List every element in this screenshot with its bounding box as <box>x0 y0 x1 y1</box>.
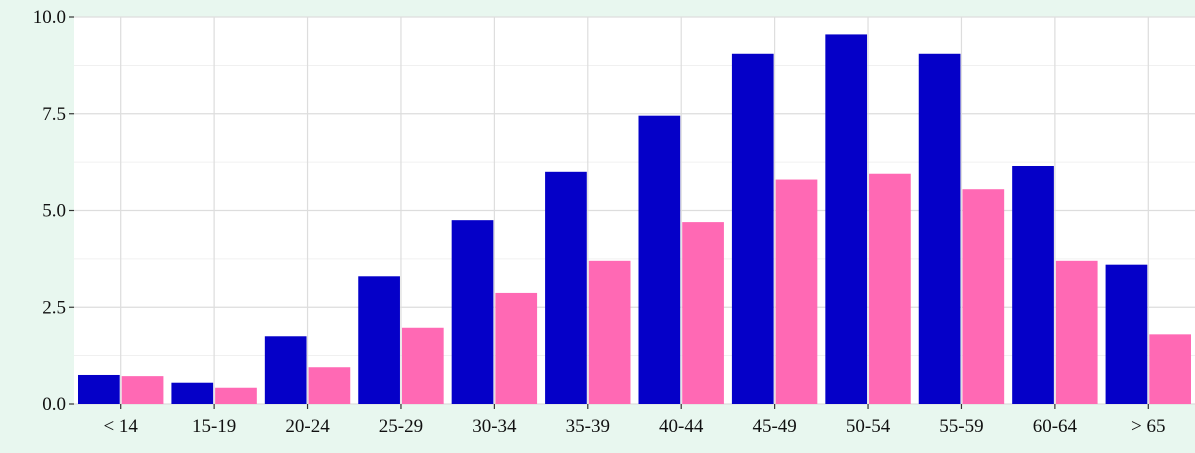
x-tick-label: > 65 <box>1131 416 1165 437</box>
x-tick-label: 60-64 <box>1033 416 1078 437</box>
bar-series-2 <box>775 179 818 404</box>
x-tick-label: 15-19 <box>192 416 236 437</box>
bar-series-1 <box>1012 165 1054 404</box>
bar-series-1 <box>545 171 587 404</box>
bar-series-1 <box>451 220 494 404</box>
bars <box>78 34 1191 404</box>
bar-series-2 <box>682 222 724 404</box>
x-tick-label: 55-59 <box>939 416 983 437</box>
x-axis: < 14 15-19 20-24 25-29 30-34 35-39 40-44 45-49 5… <box>103 404 1166 437</box>
bar-series-2 <box>588 260 631 404</box>
y-tick-label: 10.0 <box>33 7 66 28</box>
bar-series-2 <box>401 327 444 404</box>
bar-series-1 <box>264 336 307 404</box>
bar-series-2 <box>1055 260 1098 404</box>
x-tick-label: 45-49 <box>752 416 796 437</box>
x-tick-label: 30-34 <box>472 416 517 437</box>
x-tick-label: 25-29 <box>379 416 423 437</box>
bar-series-1 <box>358 276 400 404</box>
bar-series-2 <box>1149 334 1191 404</box>
x-tick-label: 20-24 <box>285 416 330 437</box>
y-tick-label: 0.0 <box>42 394 66 415</box>
bar-series-1 <box>78 374 120 404</box>
bar-series-2 <box>121 376 164 404</box>
bar-series-1 <box>825 34 868 404</box>
bar-series-2 <box>869 173 911 404</box>
bar-series-2 <box>962 189 1005 404</box>
bar-series-1 <box>638 115 681 404</box>
x-tick-label: < 14 <box>103 416 138 437</box>
y-axis: 0.0 2.5 5.0 7.5 10.0 <box>33 7 74 415</box>
bar-series-1 <box>1105 264 1148 404</box>
bar-series-1 <box>171 382 214 404</box>
x-tick-label: 35-39 <box>566 416 610 437</box>
bar-series-1 <box>918 53 961 404</box>
x-tick-label: 50-54 <box>846 416 891 437</box>
y-tick-label: 2.5 <box>42 297 66 318</box>
x-tick-label: 40-44 <box>659 416 704 437</box>
bar-series-2 <box>215 387 257 404</box>
bar-series-2 <box>308 367 351 404</box>
bar-series-2 <box>495 292 538 404</box>
y-tick-label: 7.5 <box>42 104 66 125</box>
grid-lines <box>74 16 1195 405</box>
y-tick-label: 5.0 <box>42 201 66 222</box>
bar-series-1 <box>731 53 774 404</box>
